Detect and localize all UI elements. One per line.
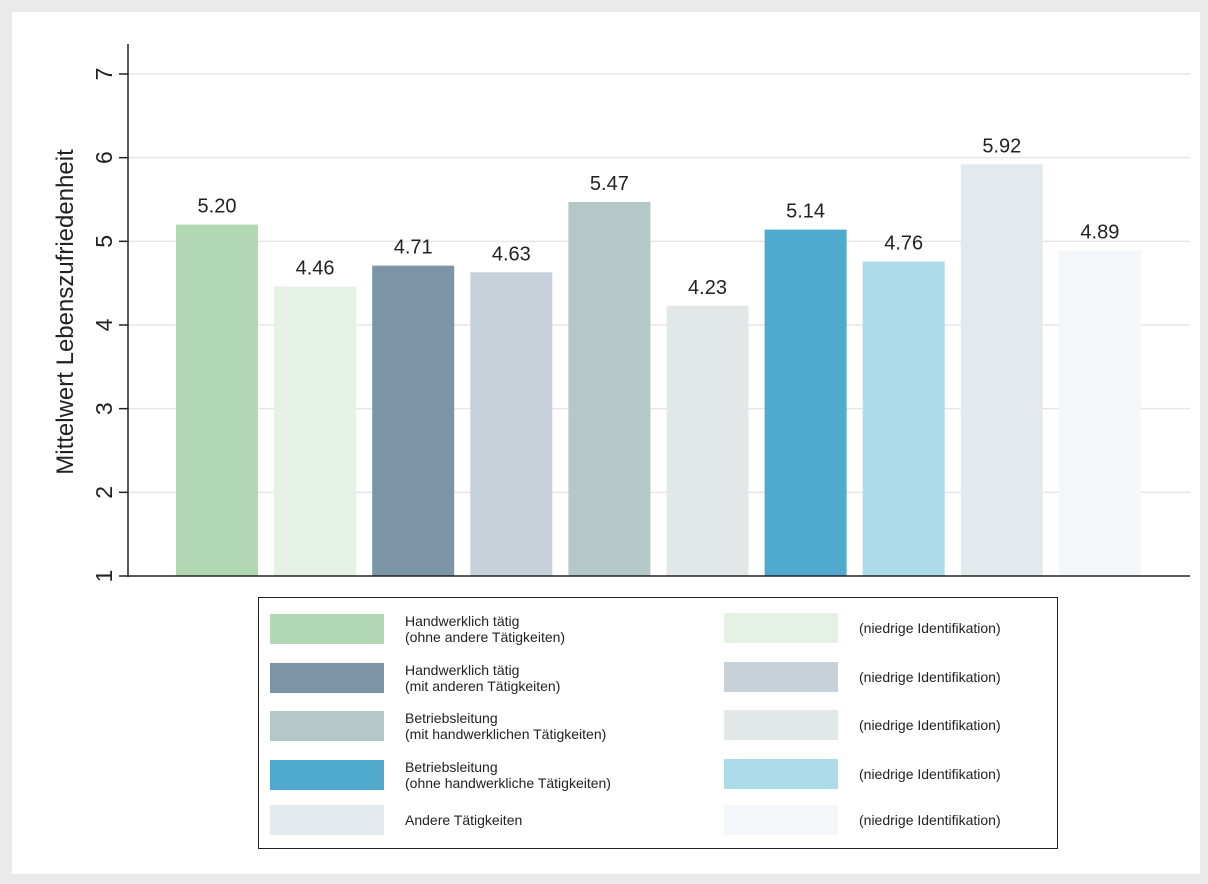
legend-label: (niedrige Identifikation) bbox=[859, 717, 1001, 733]
bar bbox=[470, 272, 553, 576]
legend-label: (niedrige Identifikation) bbox=[859, 812, 1001, 828]
bar bbox=[568, 202, 651, 576]
bar bbox=[666, 305, 749, 576]
legend-swatch bbox=[270, 805, 384, 835]
legend-label: (niedrige Identifikation) bbox=[859, 669, 1001, 685]
legend-swatch bbox=[724, 710, 838, 740]
y-tick-label: 5 bbox=[91, 235, 117, 248]
bar-value-label: 4.89 bbox=[1080, 222, 1119, 244]
legend-label: Handwerklich tätig (mit anderen Tätigkeit… bbox=[405, 662, 560, 694]
legend-swatch bbox=[270, 614, 384, 644]
bar-value-label: 5.92 bbox=[982, 135, 1021, 157]
legend-item-right: (niedrige Identifikation) bbox=[724, 710, 1001, 740]
legend-label-line: (mit handwerklichen Tätigkeiten) bbox=[405, 726, 607, 742]
legend-label-line: Betriebsleitung bbox=[405, 759, 498, 775]
legend-label: Handwerklich tätig (ohne andere Tätigkeit… bbox=[405, 613, 565, 645]
legend-swatch bbox=[724, 613, 838, 643]
legend-label: (niedrige Identifikation) bbox=[859, 620, 1001, 636]
bar-value-label: 5.14 bbox=[786, 201, 825, 223]
legend-label-line: (niedrige Identifikation) bbox=[859, 620, 1001, 636]
legend-label: Andere Tätigkeiten bbox=[405, 812, 522, 828]
y-tick-label: 3 bbox=[91, 402, 117, 415]
legend-item-left: Handwerklich tätig (ohne andere Tätigkeit… bbox=[270, 613, 565, 645]
bar bbox=[960, 164, 1043, 577]
y-tick-label: 6 bbox=[91, 151, 117, 164]
legend-label-line: (niedrige Identifikation) bbox=[859, 812, 1001, 828]
legend-swatch bbox=[724, 759, 838, 789]
y-tick-label: 7 bbox=[91, 68, 117, 81]
legend-label-line: Handwerklich tätig bbox=[405, 613, 520, 629]
bar-value-label: 4.76 bbox=[884, 232, 923, 254]
legend-label-line: (niedrige Identifikation) bbox=[859, 669, 1001, 685]
legend-label-line: (ohne handwerkliche Tätigkeiten) bbox=[405, 775, 611, 791]
legend-label-line: (mit anderen Tätigkeiten) bbox=[405, 678, 561, 694]
bar bbox=[1058, 250, 1141, 576]
legend-item-right: (niedrige Identifikation) bbox=[724, 662, 1001, 692]
legend-swatch bbox=[270, 663, 384, 693]
legend-swatch bbox=[270, 711, 384, 741]
bar-value-label: 5.47 bbox=[590, 173, 629, 195]
legend-swatch bbox=[270, 760, 384, 790]
legend: Handwerklich tätig (ohne andere Tätigkeit… bbox=[258, 597, 1058, 849]
legend-label-line: Andere Tätigkeiten bbox=[405, 812, 523, 828]
y-tick-label: 1 bbox=[91, 570, 117, 583]
legend-label: Betriebsleitung (mit handwerklichen Tätig… bbox=[405, 710, 606, 742]
bar-value-label: 4.23 bbox=[688, 277, 727, 299]
legend-label: (niedrige Identifikation) bbox=[859, 766, 1001, 782]
legend-label-line: (ohne andere Tätigkeiten) bbox=[405, 629, 566, 645]
bar-value-label: 4.63 bbox=[492, 243, 531, 265]
bar bbox=[764, 229, 847, 576]
bar-value-label: 4.71 bbox=[394, 237, 433, 259]
bar-value-label: 5.20 bbox=[198, 196, 237, 218]
legend-label-line: Betriebsleitung bbox=[405, 710, 498, 726]
bar bbox=[274, 286, 357, 576]
legend-item-left: Betriebsleitung (mit handwerklichen Tätig… bbox=[270, 710, 606, 742]
legend-item-left: Handwerklich tätig (mit anderen Tätigkeit… bbox=[270, 662, 560, 694]
legend-label-line: (niedrige Identifikation) bbox=[859, 766, 1001, 782]
legend-swatch bbox=[724, 662, 838, 692]
legend-item-right: (niedrige Identifikation) bbox=[724, 805, 1001, 835]
y-tick-label: 2 bbox=[91, 486, 117, 499]
legend-item-right: (niedrige Identifikation) bbox=[724, 613, 1001, 643]
legend-item-right: (niedrige Identifikation) bbox=[724, 759, 1001, 789]
legend-swatch bbox=[724, 805, 838, 835]
bar bbox=[862, 261, 945, 576]
legend-label-line: Handwerklich tätig bbox=[405, 662, 520, 678]
legend-label-line: (niedrige Identifikation) bbox=[859, 717, 1001, 733]
bar bbox=[372, 265, 455, 576]
legend-label: Betriebsleitung (ohne handwerkliche Tätig… bbox=[405, 759, 611, 791]
bar-value-label: 4.46 bbox=[296, 258, 335, 280]
y-tick-label: 4 bbox=[91, 318, 117, 331]
y-axis-label: Mittelwert Lebenszufriedenheit bbox=[52, 149, 79, 475]
bar bbox=[176, 224, 258, 576]
legend-item-left: Andere Tätigkeiten bbox=[270, 805, 522, 835]
legend-item-left: Betriebsleitung (ohne handwerkliche Tätig… bbox=[270, 759, 611, 791]
